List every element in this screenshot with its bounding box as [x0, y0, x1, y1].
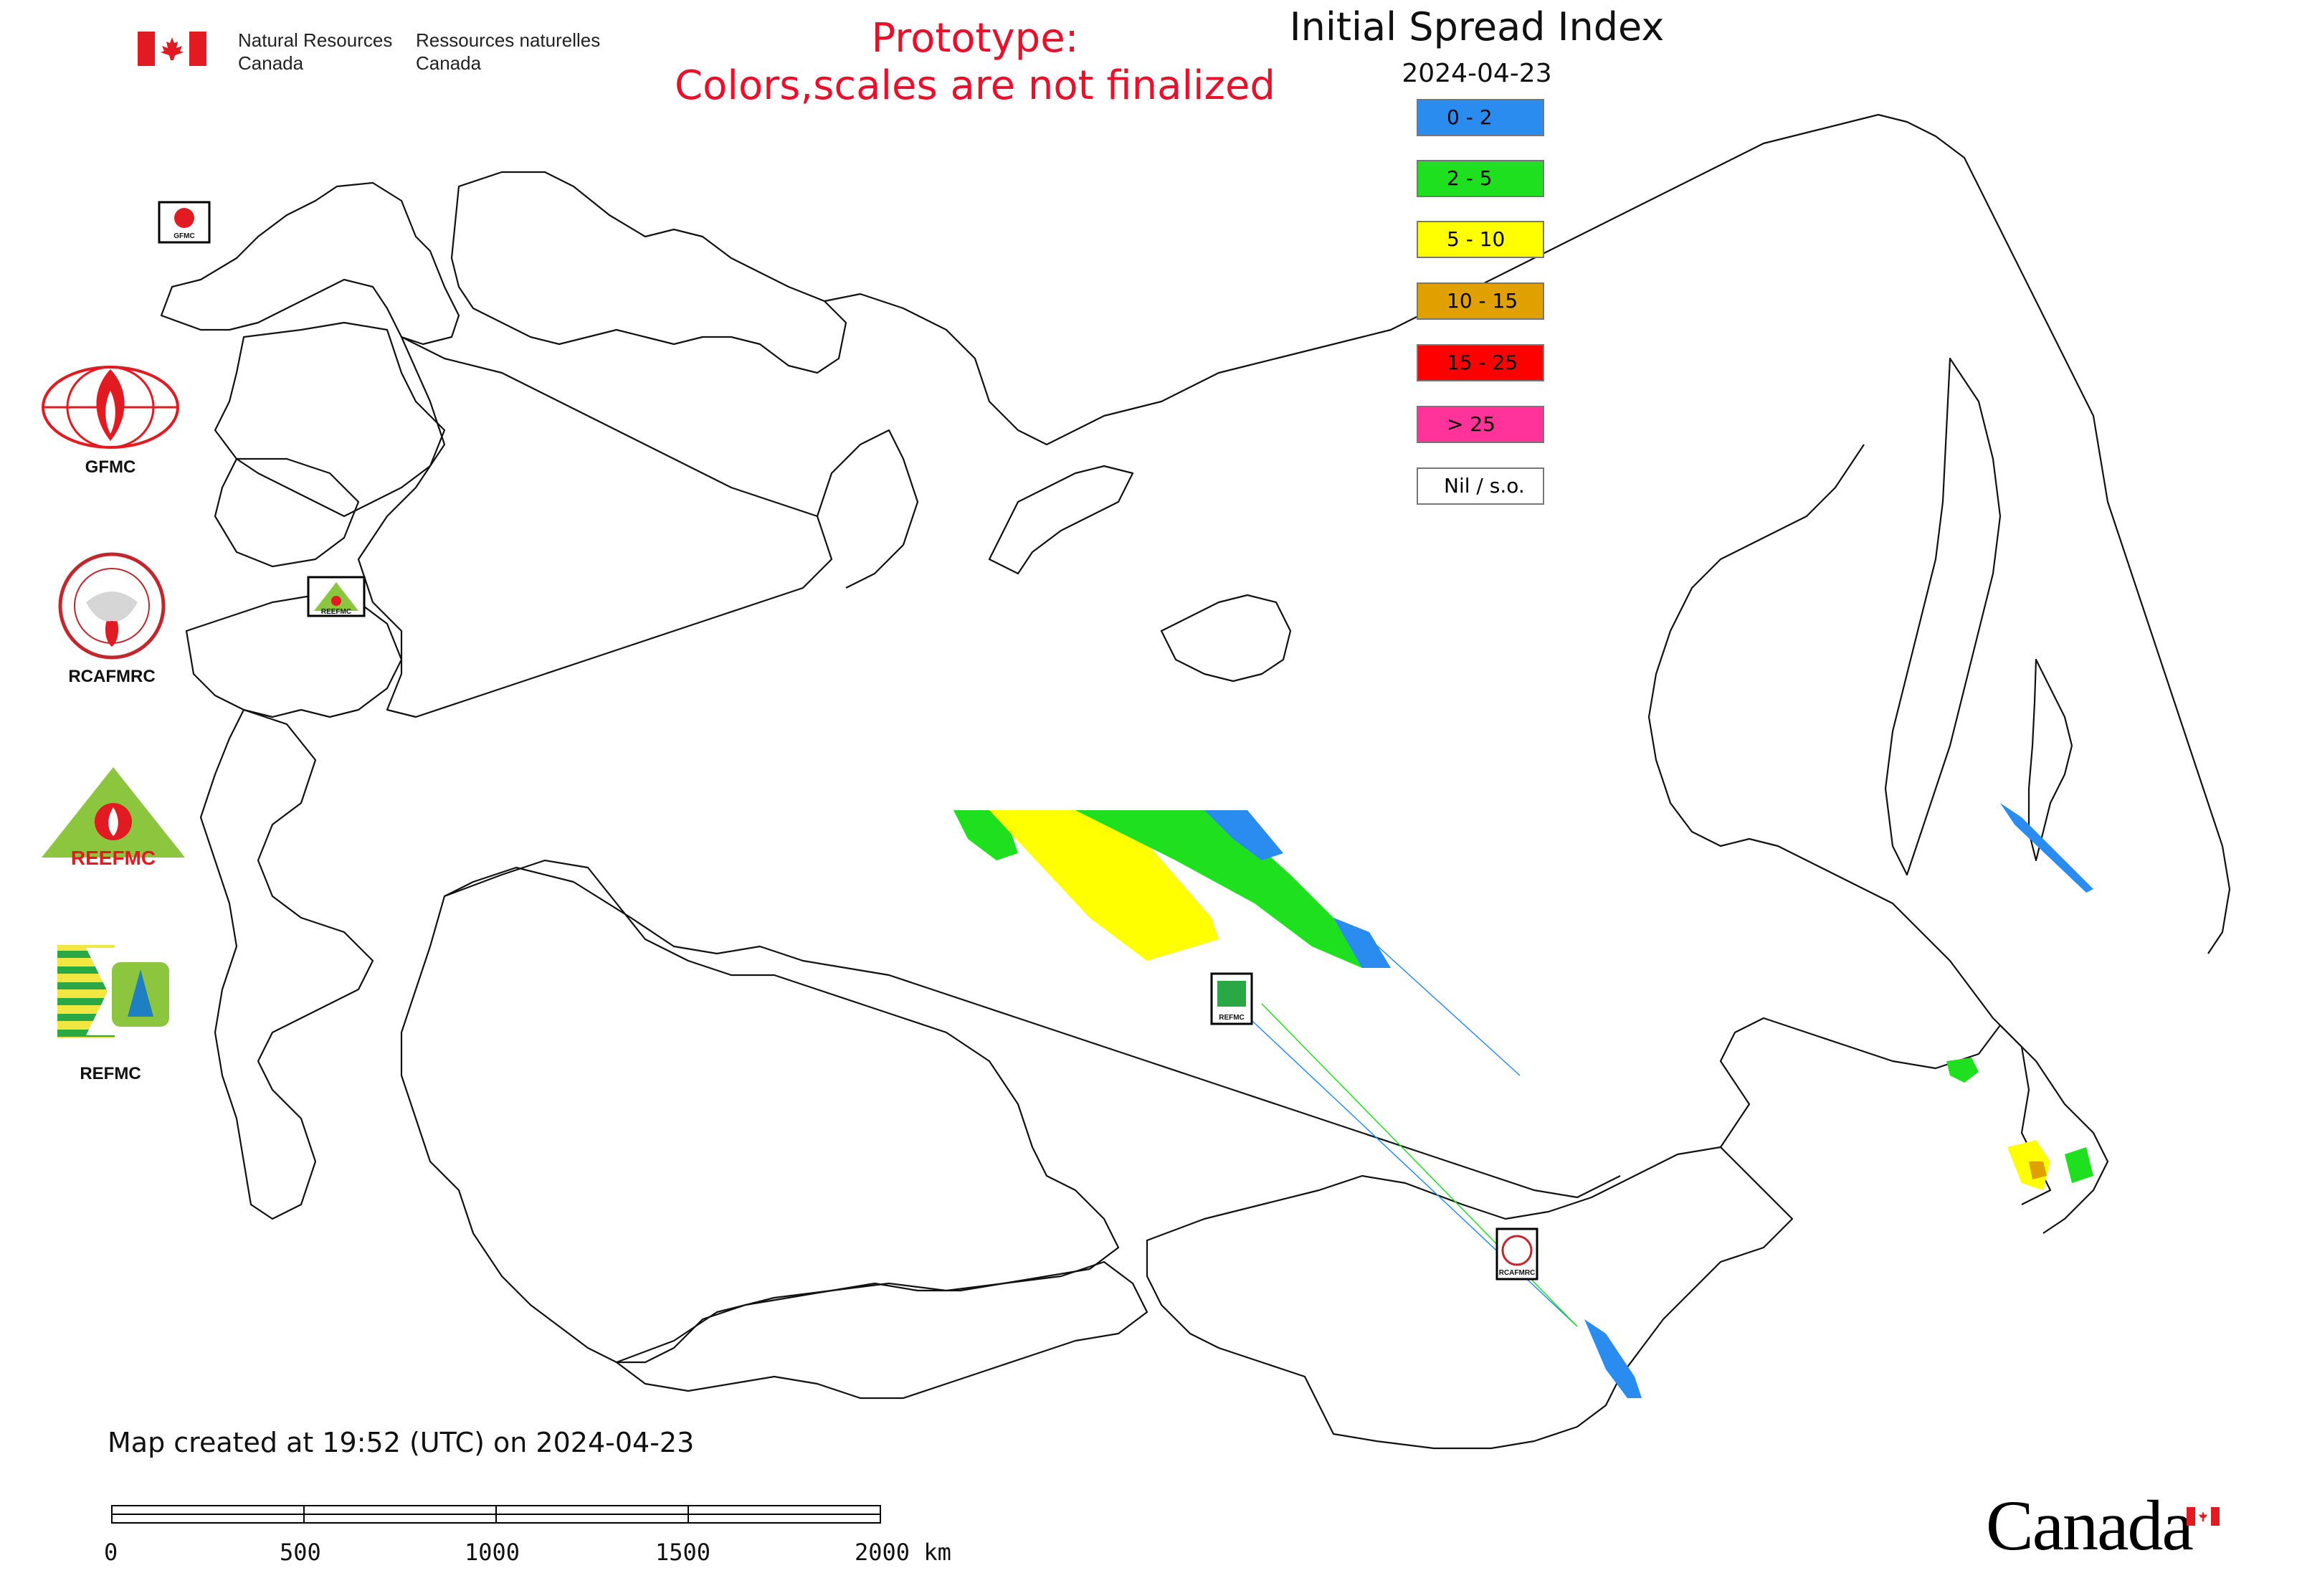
sakhalin-outline: [2027, 658, 2073, 862]
svg-text:REEFMC: REEFMC: [71, 847, 156, 869]
map-title: Initial Spread Index: [1289, 4, 1665, 49]
kazakhstan-outline: [400, 859, 1120, 1364]
novaya-zemlya-outline: [988, 465, 1134, 575]
scale-label-1000: 1000: [465, 1539, 520, 1566]
legend-item-nil: Nil / s.o.: [1417, 467, 1544, 505]
canada-flag: [138, 32, 206, 66]
primorye-outline: [1999, 1025, 2109, 1234]
refmc-label: REFMC: [80, 1064, 141, 1083]
agency-fr-line1: Ressources naturelles: [416, 29, 601, 51]
kamchatka-outline: [1884, 357, 2002, 876]
isi-streaks: [953, 803, 2093, 1398]
belarus-outline: [214, 457, 360, 568]
prototype-line1: Prototype:: [871, 15, 1079, 62]
legend-item-0-2: 0 - 2: [1417, 99, 1544, 136]
legend-item-15-25: 15 - 25: [1417, 344, 1544, 381]
streak-blue-top: [1204, 810, 1283, 860]
mongolia-outline: [1146, 1146, 1794, 1450]
gfmc-logo: [42, 366, 179, 449]
streak-line-2: [1361, 931, 1521, 1076]
scandinavia-outline: [160, 181, 460, 346]
gfmc-label: GFMC: [85, 457, 136, 477]
marker-rcafmrc-label: RCAFMRC: [1499, 1269, 1536, 1277]
ukraine-outline: [185, 594, 403, 718]
patch-green-sakhalin: [2065, 1147, 2093, 1183]
legend-item-5-10: 5 - 10: [1417, 221, 1544, 258]
okhotsk-coast-outline: [1647, 444, 2001, 1026]
legend-item-10-15: 10 - 15: [1417, 282, 1544, 320]
kola-outline: [450, 171, 847, 374]
patch-green-coast: [1946, 1058, 1979, 1083]
russia-north-outline: [824, 113, 2231, 954]
marker-reefmc-dot: [331, 596, 341, 606]
marker-gfmc-emblem: [174, 208, 194, 228]
agency-fr-line2: Canada: [416, 52, 482, 74]
marker-gfmc-label: GFMC: [173, 232, 194, 240]
legend-item-2-5: 2 - 5: [1417, 160, 1544, 197]
agency-name-fr: Ressources naturelles Canada: [416, 29, 600, 75]
map-date: 2024-04-23: [1402, 59, 1552, 88]
canada-wordmark: Canada: [1986, 1486, 2194, 1565]
south-russia-outline: [199, 708, 374, 1220]
scale-label-2000: 2000 km: [855, 1539, 951, 1566]
map-created-timestamp: Map created at 19:52 (UTC) on 2024-04-23: [108, 1427, 695, 1458]
streak-green-main: [1075, 810, 1362, 968]
prototype-line2: Colors,scales are not finalized: [675, 62, 1275, 109]
scale-label-1500: 1500: [655, 1539, 711, 1566]
wordmark-flag: [2187, 1507, 2220, 1526]
central-asia-outline: [615, 1260, 1148, 1400]
scale-bar: [111, 1505, 881, 1524]
russia-kazakh-border: [444, 866, 1621, 1199]
eastern-europe-outline: [214, 321, 446, 518]
fareast-china-border: [1719, 1017, 2052, 1205]
agency-en-line2: Canada: [238, 52, 304, 74]
west-siberia-inner: [816, 429, 919, 589]
marker-refmc-emblem: [1217, 981, 1246, 1007]
reefmc-logo: REEFMC: [42, 767, 185, 869]
patch-orange-sakhalin: [2029, 1162, 2047, 1179]
west-russia-outline: [357, 336, 833, 718]
agency-en-line1: Natural Resources: [238, 29, 393, 51]
marker-refmc-label: REFMC: [1219, 1014, 1245, 1022]
flame-icon: [108, 807, 118, 836]
legend-item-over-25: > 25: [1417, 406, 1544, 443]
marker-reefmc-label: REEFMC: [321, 608, 351, 616]
rcafmrc-logo: [58, 552, 166, 660]
maple-leaf-icon: [2199, 1511, 2207, 1521]
streak-yellow: [989, 810, 1219, 961]
scale-label-500: 500: [280, 1539, 321, 1566]
taymyr-outline: [1160, 594, 1292, 683]
refmc-logo: [57, 945, 169, 1038]
tree-icon: [128, 969, 153, 1017]
rcafmrc-label: RCAFMRC: [68, 667, 156, 686]
scale-label-0: 0: [104, 1539, 118, 1566]
streak-blue-mid: [1333, 918, 1391, 968]
streak-blue-south: [1584, 1319, 1642, 1398]
marker-rcafmrc-emblem: [1501, 1235, 1533, 1266]
maple-leaf-icon: [161, 37, 184, 60]
agency-name-en: Natural Resources Canada: [238, 29, 392, 75]
streak-blue-kamchatka: [2000, 803, 2093, 893]
